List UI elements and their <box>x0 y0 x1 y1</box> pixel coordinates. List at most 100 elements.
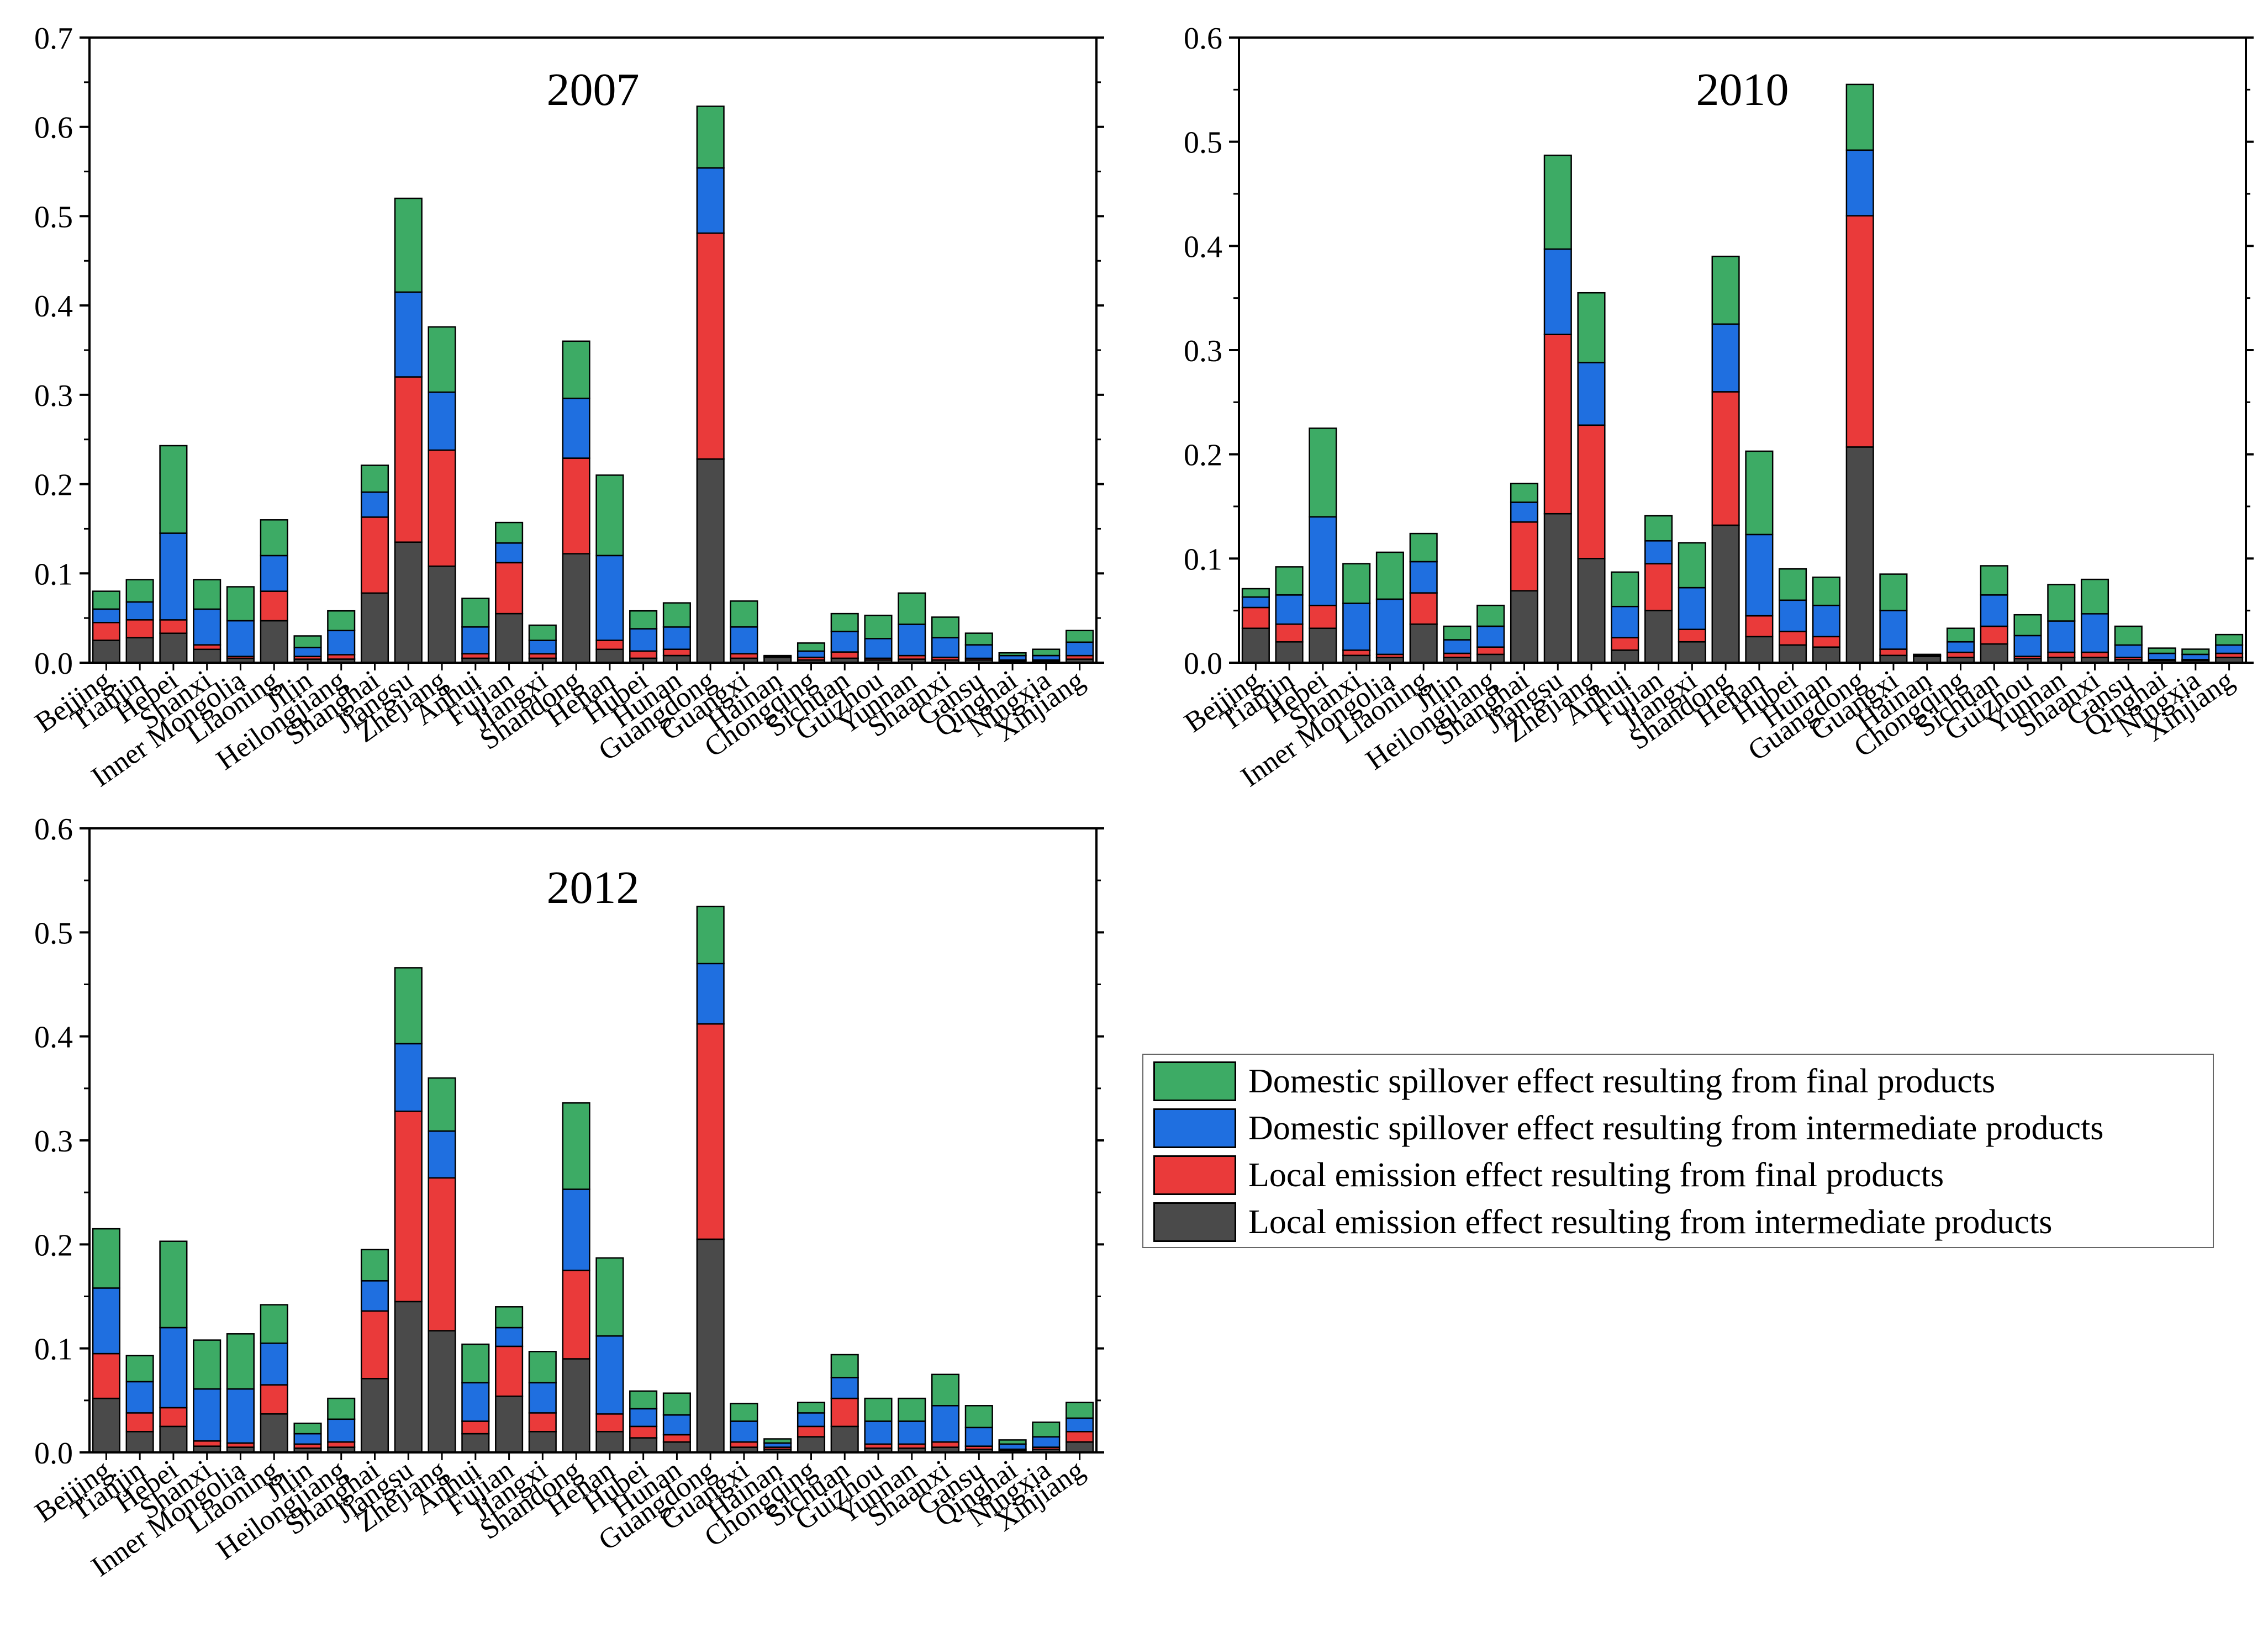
bar-shandong-s3 <box>1711 255 1740 325</box>
bar-zhejiang-s2 <box>1577 362 1606 426</box>
bar-shaanxi-s3 <box>931 616 960 638</box>
bar-inner-mongolia-s2 <box>226 1388 255 1444</box>
bar-anhui-s2 <box>1611 605 1639 638</box>
bar-heilongjiang-s3 <box>1476 604 1505 627</box>
y-tick-label: 0.2 <box>34 1228 73 1262</box>
bar-guangdong-s2 <box>696 963 725 1025</box>
bar-hebei-s0 <box>159 1425 188 1454</box>
bar-shanghai-s3 <box>1510 483 1539 503</box>
bar-guangdong-s2 <box>1845 149 1874 216</box>
bar-tianjin-s3 <box>125 1355 154 1383</box>
bar-jiangxi-s1 <box>1678 628 1706 643</box>
bar-shanxi-s3 <box>193 579 221 610</box>
bar-gansu-s3 <box>2114 625 2143 646</box>
bar-gansu-s3 <box>964 632 993 646</box>
bar-sichuan-s0 <box>830 1425 859 1454</box>
bar-hebei-s3 <box>1309 427 1337 518</box>
y-tick-label: 0.4 <box>1184 230 1222 264</box>
bar-tianjin-s0 <box>125 637 154 664</box>
bar-ningxia-s3 <box>1032 648 1061 657</box>
bar-hunan-s2 <box>1812 604 1840 638</box>
bar-hubei-s0 <box>1779 644 1807 664</box>
bar-chongqing-s2 <box>797 1412 826 1428</box>
bar-xinjiang-s2 <box>1066 1417 1094 1433</box>
bar-fujian-s0 <box>495 612 524 664</box>
bar-jiangxi-s1 <box>528 1412 557 1433</box>
y-tick-label: 0.0 <box>1184 647 1222 681</box>
y-tick-label: 0.0 <box>34 1436 73 1471</box>
legend-swatch-spillover-intermediate <box>1153 1108 1236 1148</box>
bar-guangxi-s2 <box>730 1420 758 1443</box>
bar-shandong-s3 <box>562 340 590 399</box>
bar-hubei-s2 <box>1779 599 1807 632</box>
bar-guizhou-s3 <box>864 615 893 640</box>
bar-henan-s0 <box>595 1431 624 1454</box>
bar-hainan-s2 <box>763 654 792 657</box>
bar-fujian-s3 <box>1644 515 1673 542</box>
bar-hebei-s0 <box>159 632 188 664</box>
bar-guangxi-s2 <box>730 626 758 655</box>
bar-jiangsu-s1 <box>1543 334 1572 515</box>
bar-anhui-s3 <box>1611 571 1639 607</box>
bar-shandong-s3 <box>562 1102 590 1190</box>
bar-shanxi-s2 <box>193 608 221 646</box>
bar-hubei-s1 <box>629 1425 658 1439</box>
y-tick-label: 0.2 <box>1184 438 1222 473</box>
bar-liaoning-s3 <box>1409 532 1438 563</box>
y-tick-label: 0.3 <box>1184 334 1222 368</box>
bar-xinjiang-s2 <box>2215 644 2244 654</box>
bar-henan-s3 <box>595 474 624 557</box>
bar-shandong-s2 <box>1711 323 1740 393</box>
bar-chongqing-s3 <box>1946 627 1975 643</box>
bar-shanghai-s0 <box>360 592 389 664</box>
plot-frame <box>88 36 1098 664</box>
bar-jiangsu-s3 <box>394 197 423 293</box>
bar-gansu-s2 <box>964 1426 993 1447</box>
bar-ningxia-s2 <box>1032 1436 1061 1448</box>
bar-hunan-s1 <box>662 1434 691 1443</box>
bar-hebei-s2 <box>159 1327 188 1409</box>
y-tick-label: 0.1 <box>1184 542 1222 577</box>
bar-inner-mongolia-s3 <box>1375 551 1404 600</box>
bar-liaoning-s3 <box>260 1304 288 1344</box>
bar-jiangsu-s3 <box>394 967 423 1045</box>
bar-zhejiang-s1 <box>428 449 456 567</box>
y-tick-label: 0.5 <box>34 200 73 234</box>
bar-henan-s1 <box>595 640 624 651</box>
bar-hebei-s2 <box>159 532 188 621</box>
bar-jilin-s3 <box>1443 625 1471 641</box>
bar-fujian-s2 <box>495 542 524 564</box>
bar-hebei-s3 <box>159 445 188 534</box>
bar-shanghai-s1 <box>1510 521 1539 592</box>
bar-beijing-s1 <box>92 1352 120 1399</box>
bar-guizhou-s3 <box>2013 614 2042 637</box>
y-tick-label: 0.3 <box>34 379 73 413</box>
y-tick-label: 0.5 <box>1184 126 1222 160</box>
bar-heilongjiang-s2 <box>327 630 356 656</box>
bar-guangxi-s1 <box>730 1441 758 1448</box>
legend-swatch-local-final <box>1153 1155 1236 1195</box>
bar-shanghai-s2 <box>1510 501 1539 523</box>
bar-hebei-s3 <box>159 1240 188 1329</box>
bar-henan-s3 <box>595 1257 624 1337</box>
y-tick-label: 0.1 <box>34 1333 73 1367</box>
bar-liaoning-s1 <box>260 1384 288 1415</box>
bar-chongqing-s0 <box>797 1436 826 1454</box>
bar-hunan-s2 <box>662 626 691 650</box>
bar-ningxia-s2 <box>1032 654 1061 661</box>
bar-hunan-s3 <box>662 602 691 628</box>
bar-guizhou-s3 <box>864 1397 893 1422</box>
bar-chongqing-s1 <box>797 1425 826 1438</box>
bar-beijing-s3 <box>1241 588 1270 598</box>
bar-liaoning-s3 <box>260 519 288 557</box>
bar-anhui-s2 <box>461 1382 490 1422</box>
bar-fujian-s3 <box>495 1306 524 1329</box>
bar-sichuan-s1 <box>830 651 859 659</box>
bar-sichuan-s3 <box>1980 565 2008 596</box>
bar-anhui-s3 <box>461 598 490 628</box>
bar-yunnan-s3 <box>898 592 926 625</box>
y-tick-label: 0.4 <box>34 1021 73 1055</box>
bar-henan-s2 <box>595 554 624 641</box>
bar-hunan-s1 <box>1812 636 1840 648</box>
legend-label-local-final: Local emission effect resulting from fin… <box>1248 1156 1944 1194</box>
